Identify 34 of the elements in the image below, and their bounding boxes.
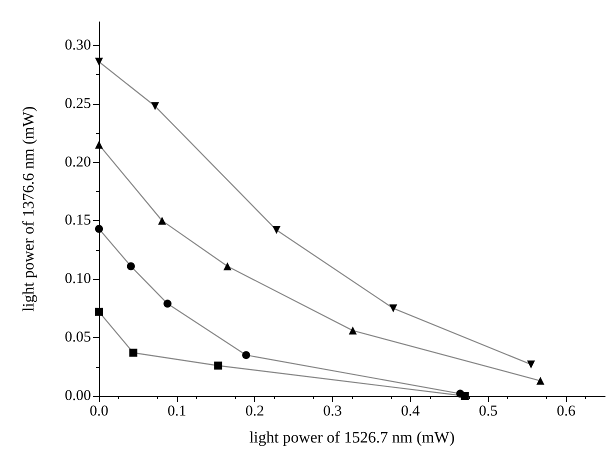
point: [164, 300, 172, 308]
point: [348, 326, 357, 335]
y-tick-label: 0.05: [64, 330, 91, 346]
x-tick-label: 0.5: [478, 404, 498, 420]
y-axis-title: light power of 1376.6 nm (mW): [20, 106, 38, 312]
point: [126, 262, 135, 270]
point: [95, 224, 103, 233]
y-tick-label: 0.20: [64, 154, 91, 170]
x-tick-label: 0.1: [167, 404, 186, 420]
point: [456, 390, 464, 398]
point: [95, 140, 103, 149]
point: [389, 304, 398, 312]
x-tick-label: 0.6: [556, 404, 576, 420]
y-tick-label: 0.00: [64, 388, 91, 404]
x-tick-label: 0.0: [90, 404, 108, 420]
y-tick-label: 0.25: [64, 96, 91, 112]
point: [242, 351, 250, 360]
x-axis-title: light power of 1526.7 nm (mW): [249, 430, 455, 446]
x-tick-label: 0.2: [245, 404, 264, 420]
y-tick-label: 0.30: [64, 37, 91, 54]
x-tick-label: 0.3: [323, 404, 342, 420]
point: [272, 226, 280, 234]
point: [129, 348, 138, 357]
point: [536, 376, 544, 385]
point: [527, 360, 536, 368]
point: [214, 362, 222, 370]
point: [151, 102, 160, 110]
point: [158, 216, 166, 225]
y-tick-label: 0.10: [64, 271, 91, 288]
x-tick-label: 0.4: [401, 404, 420, 420]
y-tick-label: 0.15: [64, 212, 91, 229]
point: [95, 308, 103, 316]
point: [223, 262, 232, 270]
point: [95, 58, 103, 66]
